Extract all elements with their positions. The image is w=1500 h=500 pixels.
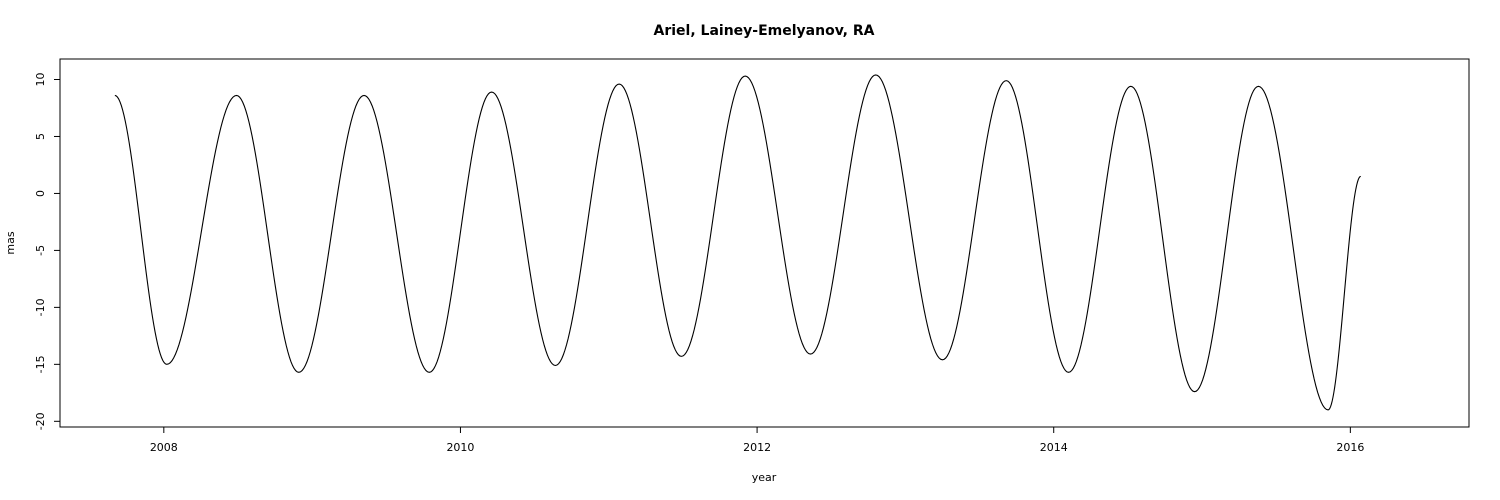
y-axis: 10 5 0 -5 -10 -15 -20 — [34, 73, 60, 430]
y-tick-label: -20 — [34, 412, 47, 430]
chart-title: Ariel, Lainey-Emelyanov, RA — [654, 23, 875, 39]
plot-area-frame — [59, 58, 1470, 428]
y-tick-label: 10 — [34, 73, 47, 87]
x-tick-label: 2012 — [743, 441, 771, 454]
x-axis-label: year — [752, 471, 777, 484]
x-axis: 2008 2010 2012 2014 2016 — [150, 427, 1364, 454]
y-tick-label: 0 — [34, 190, 47, 197]
y-axis-label: mas — [4, 231, 17, 254]
y-tick-label: -15 — [34, 355, 47, 373]
series-line — [114, 74, 1361, 411]
x-tick-label: 2016 — [1336, 441, 1364, 454]
x-tick-label: 2010 — [446, 441, 474, 454]
x-tick-label: 2014 — [1040, 441, 1068, 454]
y-tick-label: -5 — [34, 245, 47, 256]
x-tick-label: 2008 — [150, 441, 178, 454]
y-tick-label: 5 — [34, 133, 47, 140]
y-tick-label: -10 — [34, 298, 47, 316]
